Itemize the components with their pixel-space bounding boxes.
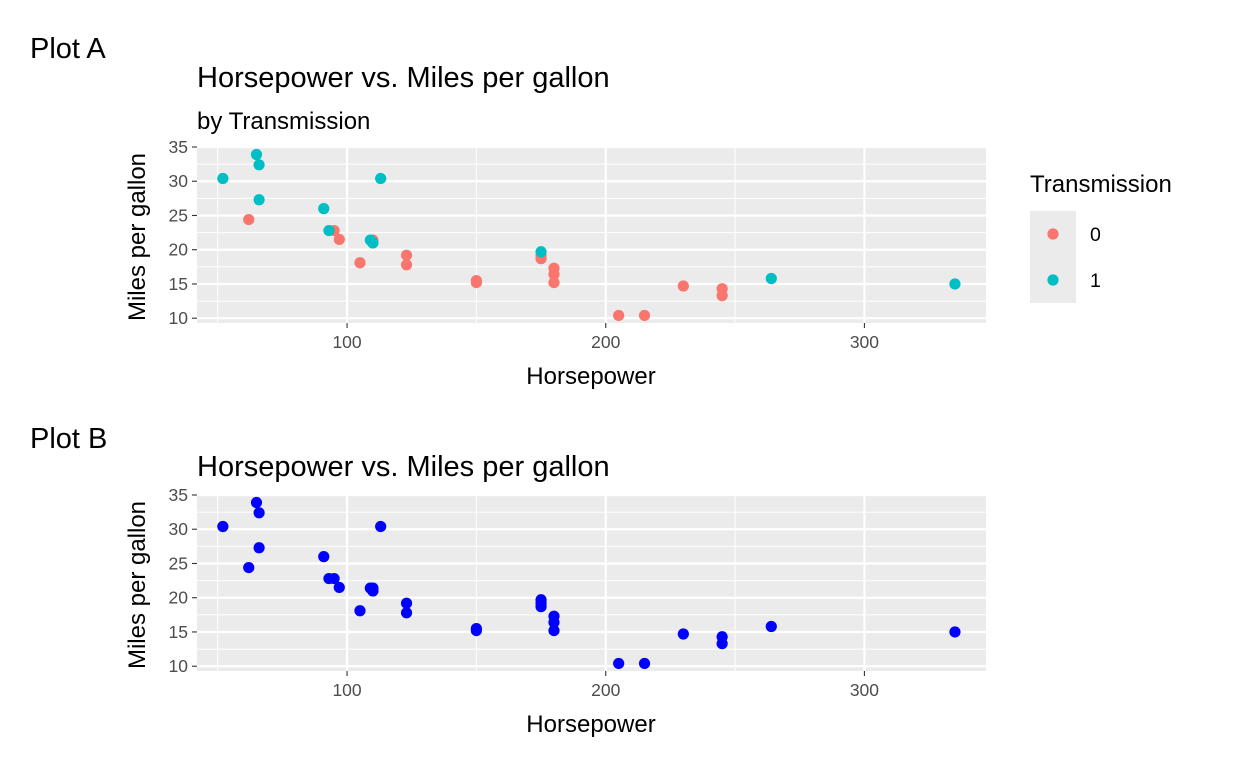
plot-a-point-series-1: [318, 203, 330, 215]
plot-b-point-series-0: [765, 620, 777, 633]
plot-a-y-tick-label: 30: [169, 171, 189, 191]
plot-b-point-series-0: [548, 610, 560, 622]
plot-a-x-tick-label: 200: [591, 332, 620, 352]
plot-b-y-axis-title: Miles per gallon: [124, 501, 151, 669]
legend-title: Transmission: [1030, 171, 1172, 198]
plot-b-x-tick-label: 300: [850, 680, 879, 700]
plot-b-point-series-0: [333, 581, 345, 594]
plot-a-y-axis-title: Miles per gallon: [124, 153, 151, 321]
plot-b-y-tick-label: 30: [169, 519, 189, 539]
plot-a-point-series-1: [217, 172, 229, 185]
plot-b-panel: 100 200 300 10 15 20 25 30 35: [169, 485, 986, 700]
plot-a-y-tick-label: 35: [169, 137, 188, 157]
plot-a-point-series-0: [716, 290, 728, 302]
plot-b-point-series-0: [364, 582, 376, 594]
plot-a-x-tick-label: 300: [850, 332, 879, 352]
plot-a-point-series-0: [677, 280, 689, 292]
plot-a-background: [197, 147, 986, 323]
plot-a-point-series-0: [354, 257, 366, 269]
legend-label-1: 1: [1090, 270, 1101, 292]
plot-b-point-series-0: [400, 597, 413, 609]
plot-b-x-tick-label: 100: [332, 680, 361, 700]
legend-swatch-0: [1047, 228, 1059, 240]
plot-b-title: Horsepower vs. Miles per gallon: [197, 451, 610, 483]
plot-b-y-tick-label: 35: [169, 485, 188, 505]
plot-b-point-series-0: [375, 520, 387, 533]
plot-b-point-series-0: [677, 628, 689, 640]
plot-b-point-series-0: [354, 605, 366, 617]
plot-a-subtitle: by Transmission: [197, 108, 370, 135]
plot-a-point-series-0: [333, 233, 345, 246]
plot-a-point-series-1: [323, 224, 335, 237]
plot-a-title: Horsepower vs. Miles per gallon: [197, 62, 610, 94]
plot-a-point-series-1: [253, 159, 265, 171]
plot-b-y-tick-label: 25: [169, 553, 188, 573]
plot-a-point-series-0: [470, 276, 482, 289]
plot-b-point-series-0: [400, 607, 413, 619]
plot-a-x-tick-label: 100: [332, 332, 361, 352]
plot-a-point-series-1: [375, 172, 387, 185]
plot-b-point-series-0: [949, 626, 961, 638]
plot-a-point-series-1: [949, 278, 961, 290]
plot-b-point-series-0: [318, 551, 330, 563]
plot-b-point-series-0: [253, 542, 265, 554]
plot-a-panel: 100 200 300 10 15 20 25 30 35: [169, 137, 986, 352]
plot-a-point-series-0: [548, 262, 560, 274]
plot-b-tag: Plot B: [30, 423, 107, 455]
plot-b-point-series-0: [548, 624, 560, 637]
plot-b-point-series-0: [470, 624, 482, 637]
plot-a-point-series-1: [765, 272, 777, 285]
plot-a-point-series-1: [364, 234, 376, 246]
plot-b-point-series-0: [613, 657, 625, 670]
plot-b-y-tick-label: 15: [169, 622, 188, 642]
plot-b-background: [197, 495, 986, 671]
plot-a-y-tick-label: 20: [169, 240, 189, 260]
plot-a-point-series-0: [400, 259, 413, 271]
plot-a-x-axis-title: Horsepower: [526, 363, 655, 390]
plot-a-legend: Transmission 0 1: [1030, 171, 1172, 303]
plot-a-point-series-0: [243, 213, 255, 226]
plot-b-point-series-0: [243, 561, 255, 574]
plot-b-point-series-0: [250, 496, 263, 509]
plot-b-point-series-0: [217, 520, 229, 533]
plot-b-y-tick-label: 10: [169, 656, 189, 676]
plot-a-point-series-1: [253, 194, 265, 206]
plot-b-x-axis-title: Horsepower: [526, 711, 655, 738]
plot-b-point-series-0: [328, 572, 340, 585]
plot-b-y-tick-label: 20: [169, 588, 189, 608]
plot-b-point-series-0: [716, 638, 728, 650]
plot-b-point-series-0: [638, 657, 651, 670]
plot-b-point-series-0: [535, 594, 547, 606]
plot-a-y-tick-label: 10: [169, 308, 189, 328]
plot-b-point-series-0: [253, 507, 265, 519]
plot-a-point-series-1: [250, 148, 263, 161]
plot-a-point-series-1: [535, 246, 547, 258]
legend-swatch-1: [1047, 274, 1059, 286]
plot-a-point-series-0: [400, 249, 413, 261]
plot-a-point-series-0: [548, 276, 560, 289]
plot-a-point-series-0: [638, 309, 651, 322]
plot-a-point-series-0: [613, 309, 625, 322]
plot-a-tag: Plot A: [30, 33, 106, 65]
plot-b-x-tick-label: 200: [591, 680, 620, 700]
plot-a-y-tick-label: 25: [169, 205, 188, 225]
plot-a-y-tick-label: 15: [169, 274, 188, 294]
legend-label-0: 0: [1090, 224, 1101, 246]
